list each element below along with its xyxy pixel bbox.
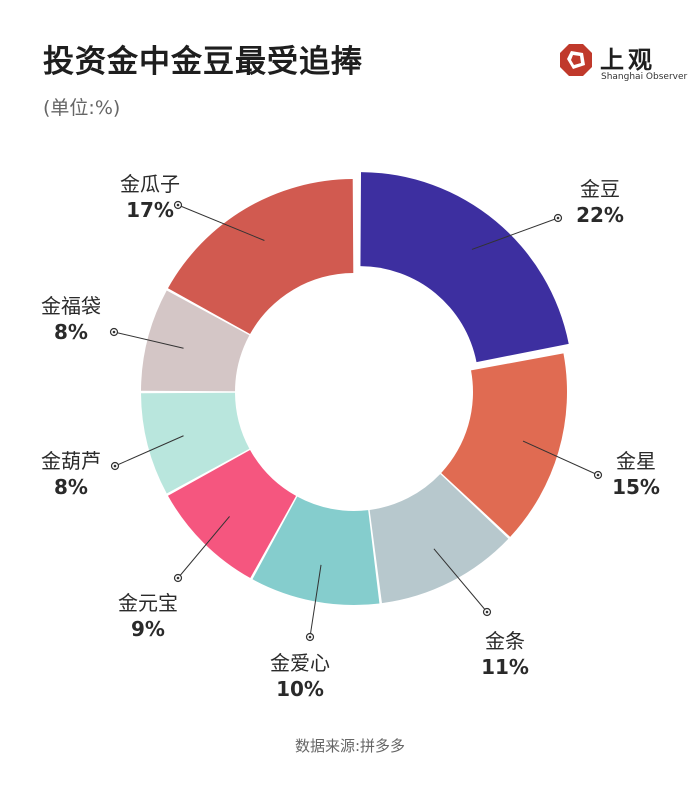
chart-labels: 金豆22%金星15%金条11%金爱心10%金元宝9%金葫芦8%金福袋8%金瓜子1… [41,172,660,701]
slice-value-8: 17% [126,198,174,222]
leader-dot-center-1 [556,216,560,220]
leader-dot-center-8 [176,203,180,207]
slice-value-2: 15% [612,475,660,499]
slice-8 [167,179,354,335]
slice-3 [369,473,509,604]
leader-line-7 [113,331,184,349]
leader-line-1 [471,217,559,250]
slice-value-6: 8% [54,475,88,499]
leader-line-5 [177,516,230,579]
slice-1 [360,172,569,363]
slice-value-7: 8% [54,320,88,344]
leader-dot-center-4 [308,635,312,639]
slice-label-3: 金条 [485,629,525,653]
leader-line-4 [309,564,322,638]
shanghai-observer-logo-icon [560,44,592,76]
chart-leader-lines [109,200,603,642]
leader-line-3 [433,548,488,613]
slice-2 [441,353,567,537]
chart-title: 投资金中金豆最受追捧 [43,44,363,80]
logo-subtitle: Shanghai Observer [601,72,688,82]
slice-value-5: 9% [131,617,165,641]
leader-dot-center-6 [113,464,117,468]
slice-4 [252,496,380,605]
slice-6 [141,392,250,494]
leader-line-6 [114,435,184,467]
slice-label-2: 金星 [616,449,656,473]
leader-dot-center-7 [112,330,116,334]
slice-label-6: 金葫芦 [41,449,101,473]
slice-value-1: 22% [576,203,624,227]
slice-7 [141,290,250,392]
slice-label-5: 金元宝 [118,591,178,615]
slice-value-4: 10% [276,677,324,701]
brand-logo: 上观 Shanghai Observer [558,40,687,86]
leader-line-2 [522,440,599,476]
chart-slices [141,172,569,605]
slice-label-4: 金爱心 [270,651,330,675]
leader-dot-center-5 [176,576,180,580]
leader-dot-center-2 [596,473,600,477]
slice-value-3: 11% [481,655,529,679]
leader-dot-center-3 [485,610,489,614]
slice-label-1: 金豆 [580,177,620,201]
data-source: 数据来源:拼多多 [294,737,406,755]
slice-label-7: 金福袋 [41,294,101,318]
slice-5 [167,449,297,579]
unit-label: (单位:%) [43,97,121,119]
slice-label-8: 金瓜子 [120,172,180,196]
logo-text: 上观 [600,46,656,74]
leader-line-8 [177,204,265,241]
